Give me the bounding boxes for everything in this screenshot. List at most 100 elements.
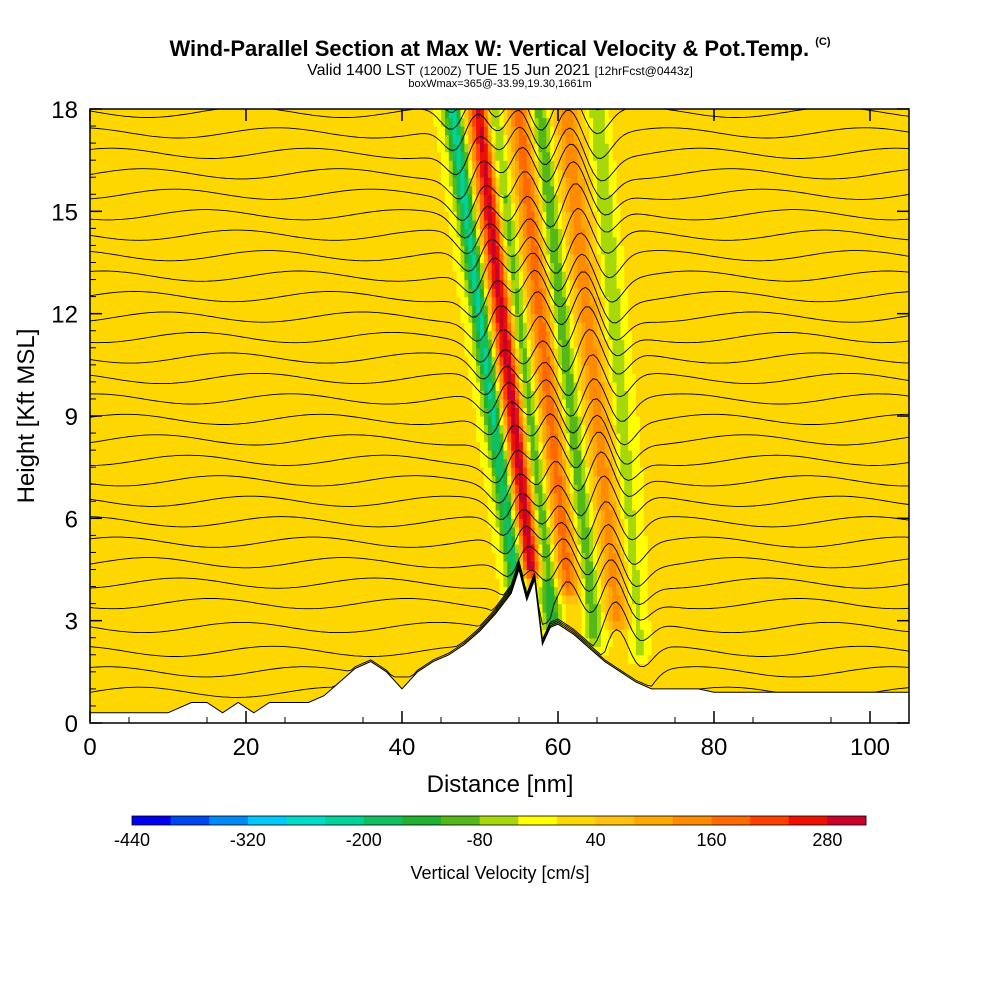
velocity-cell	[90, 595, 95, 605]
velocity-cell	[121, 347, 126, 357]
velocity-cell	[132, 407, 138, 417]
velocity-cell	[249, 612, 255, 622]
velocity-cell	[304, 151, 309, 161]
velocity-cell	[300, 134, 306, 144]
velocity-cell	[249, 620, 255, 630]
velocity-cell	[218, 390, 224, 400]
velocity-cell	[253, 202, 259, 212]
velocity-cell	[160, 705, 165, 716]
velocity-cell	[97, 654, 103, 664]
velocity-cell	[265, 134, 270, 144]
velocity-cell	[300, 646, 306, 656]
velocity-cell	[253, 467, 259, 477]
velocity-cell	[152, 279, 157, 289]
velocity-cell	[230, 160, 235, 170]
velocity-cell	[191, 646, 196, 656]
velocity-cell	[93, 151, 99, 161]
velocity-cell	[183, 364, 189, 374]
velocity-cell	[203, 271, 208, 281]
velocity-cell	[331, 177, 337, 187]
velocity-cell	[140, 296, 146, 306]
velocity-cell	[207, 271, 212, 281]
velocity-cell	[234, 424, 239, 434]
velocity-cell	[285, 202, 290, 212]
velocity-cell	[331, 680, 337, 690]
velocity-cell	[160, 134, 165, 144]
velocity-cell	[97, 313, 103, 323]
velocity-cell	[246, 126, 251, 136]
velocity-cell	[339, 305, 345, 315]
velocity-cell	[164, 612, 169, 622]
velocity-cell	[288, 356, 294, 366]
velocity-cell	[281, 450, 286, 460]
velocity-cell	[327, 211, 333, 221]
velocity-cell	[125, 688, 130, 699]
velocity-cell	[214, 356, 220, 366]
velocity-cell	[320, 578, 325, 588]
velocity-cell	[316, 253, 321, 264]
velocity-cell	[281, 697, 286, 707]
velocity-cell	[246, 518, 251, 528]
velocity-cell	[164, 475, 169, 485]
velocity-cell	[171, 202, 177, 212]
velocity-cell	[207, 586, 212, 596]
velocity-cell	[152, 458, 157, 468]
velocity-cell	[308, 245, 313, 255]
velocity-cell	[203, 475, 208, 485]
velocity-cell	[316, 126, 321, 136]
velocity-cell	[218, 552, 224, 562]
velocity-cell	[152, 560, 157, 571]
velocity-cell	[288, 364, 294, 374]
velocity-cell	[179, 458, 185, 468]
velocity-cell	[304, 484, 309, 494]
velocity-cell	[152, 629, 157, 639]
velocity-cell	[288, 569, 294, 579]
velocity-cell	[199, 134, 204, 144]
velocity-cell	[230, 441, 235, 451]
velocity-cell	[199, 441, 204, 451]
velocity-cell	[164, 458, 169, 468]
velocity-cell	[93, 211, 99, 221]
velocity-cell	[355, 228, 360, 238]
velocity-cell	[359, 543, 364, 554]
velocity-cell	[195, 126, 200, 136]
velocity-cell	[160, 253, 165, 264]
velocity-cell	[281, 185, 286, 195]
velocity-cell	[238, 262, 243, 272]
velocity-cell	[261, 219, 267, 229]
velocity-cell	[339, 313, 345, 323]
velocity-cell	[183, 416, 189, 426]
velocity-cell	[113, 433, 118, 443]
velocity-cell	[304, 236, 309, 247]
velocity-cell	[265, 168, 270, 178]
velocity-cell	[90, 228, 95, 238]
velocity-cell	[214, 117, 220, 127]
velocity-cell	[327, 586, 333, 596]
velocity-cell	[320, 501, 325, 511]
velocity-cell	[277, 646, 282, 656]
velocity-cell	[152, 211, 157, 221]
velocity-cell	[296, 373, 302, 383]
velocity-cell	[175, 177, 181, 187]
velocity-cell	[183, 339, 189, 349]
velocity-cell	[171, 492, 177, 502]
velocity-cell	[249, 279, 255, 289]
velocity-cell	[90, 688, 95, 699]
velocity-cell	[101, 629, 107, 639]
velocity-cell	[296, 416, 302, 426]
velocity-cell	[222, 194, 228, 204]
velocity-cell	[218, 612, 224, 622]
velocity-cell	[230, 578, 235, 588]
velocity-cell	[347, 663, 352, 673]
velocity-cell	[195, 262, 200, 272]
velocity-cell	[281, 509, 286, 519]
velocity-cell	[312, 177, 317, 187]
velocity-cell	[269, 126, 274, 136]
velocity-cell	[152, 313, 157, 323]
velocity-cell	[164, 313, 169, 323]
velocity-cell	[140, 211, 146, 221]
velocity-cell	[140, 126, 146, 136]
velocity-cell	[109, 509, 114, 519]
velocity-cell	[308, 433, 313, 443]
velocity-cell	[269, 245, 274, 255]
